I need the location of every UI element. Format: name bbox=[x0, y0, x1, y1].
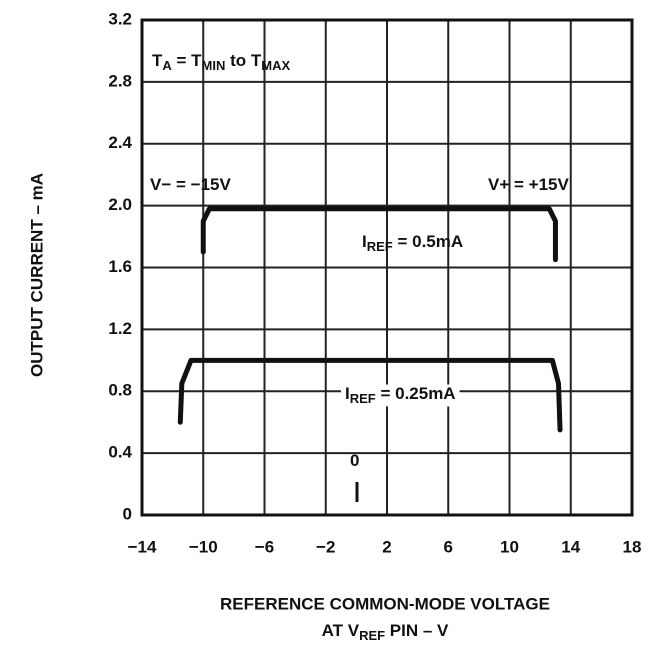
text-part: V− = −15V bbox=[150, 175, 231, 194]
x-tick-label: −6 bbox=[255, 537, 274, 556]
data-line bbox=[177, 357, 563, 433]
plot-border bbox=[140, 18, 634, 517]
x-tick-label: 14 bbox=[561, 537, 580, 556]
text-part: PIN – V bbox=[385, 621, 449, 640]
annotation: IREF = 0.5mA bbox=[362, 232, 463, 254]
y-tick-label: 2.8 bbox=[108, 71, 132, 90]
text-part: MAX bbox=[261, 58, 290, 73]
x-tick-label: −2 bbox=[316, 537, 335, 556]
text-part: T bbox=[152, 51, 163, 70]
text-part: = 0.25mA bbox=[376, 384, 456, 403]
x-tick-label: 10 bbox=[500, 537, 519, 556]
annotation: IREF = 0.25mA bbox=[345, 384, 456, 406]
y-tick-label: 1.2 bbox=[108, 319, 132, 338]
annotation: V+ = +15V bbox=[488, 175, 569, 194]
text-part: REF bbox=[359, 628, 385, 643]
label-background bbox=[341, 384, 460, 407]
y-tick-label: 1.6 bbox=[108, 257, 132, 276]
x-tick-label: 2 bbox=[382, 537, 391, 556]
data-line bbox=[200, 206, 558, 263]
annotation: V− = −15V bbox=[150, 175, 231, 194]
text-part: V+ = +15V bbox=[488, 175, 569, 194]
x-tick-label: 6 bbox=[444, 537, 453, 556]
y-tick-label: 0.8 bbox=[108, 381, 132, 400]
y-axis-label: OUTPUT CURRENT – mA bbox=[27, 173, 46, 377]
text-part: = T bbox=[172, 51, 202, 70]
annotation: AT VREF PIN – V bbox=[322, 621, 449, 643]
annotation: TA = TMIN to TMAX bbox=[152, 51, 290, 73]
text-part: MIN bbox=[202, 58, 226, 73]
text-part: REF bbox=[350, 391, 376, 406]
text-part: to T bbox=[225, 51, 261, 70]
y-tick-label: 0.4 bbox=[108, 443, 132, 462]
annotation: 0 bbox=[350, 451, 359, 470]
y-tick-label: 0 bbox=[123, 504, 132, 523]
text-part: A bbox=[162, 58, 172, 73]
text-part: AT V bbox=[322, 621, 360, 640]
text-part: I bbox=[362, 232, 367, 251]
text-part: REF bbox=[367, 239, 393, 254]
text-part: = 0.5mA bbox=[393, 232, 463, 251]
x-tick-label: −14 bbox=[128, 537, 157, 556]
y-tick-label: 2.4 bbox=[108, 133, 132, 152]
y-tick-label: 3.2 bbox=[108, 9, 132, 28]
x-tick-label: −10 bbox=[189, 537, 218, 556]
y-tick-label: 2.0 bbox=[108, 195, 132, 214]
x-tick-label: 18 bbox=[623, 537, 642, 556]
text-part: 0 bbox=[350, 451, 359, 470]
text-part: I bbox=[345, 384, 350, 403]
x-axis-label: REFERENCE COMMON-MODE VOLTAGE bbox=[220, 594, 550, 613]
